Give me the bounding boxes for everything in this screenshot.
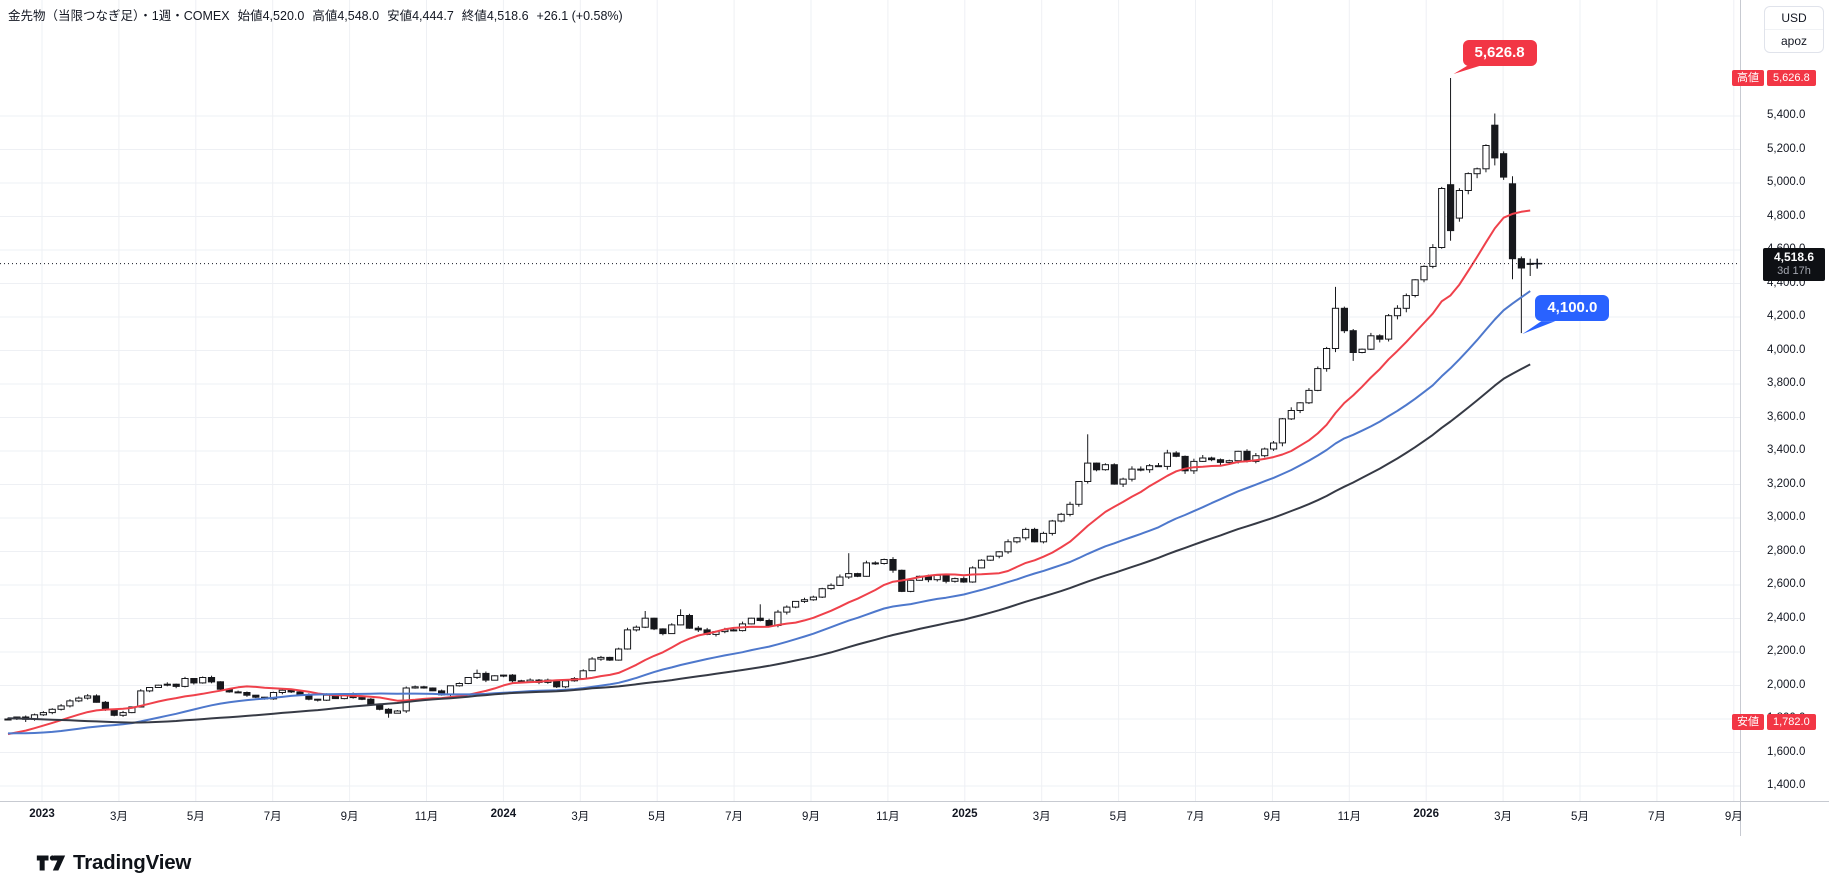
x-axis-label: 9月 xyxy=(1724,811,1743,823)
y-axis-label: 1,400.0 xyxy=(1767,779,1806,791)
callout-high-tail xyxy=(1453,65,1483,75)
tradingview-logo[interactable]: TradingView xyxy=(36,851,191,875)
x-axis-label: 3月 xyxy=(571,811,590,823)
ma-line-52[interactable] xyxy=(7,363,1531,724)
x-axis-label: 7月 xyxy=(1647,811,1666,823)
y-axis-label: 2,600.0 xyxy=(1767,578,1806,590)
currency-label[interactable]: USD xyxy=(1781,11,1807,25)
high-badge-label: 高値 xyxy=(1732,70,1764,86)
x-axis-label: 9月 xyxy=(802,811,820,823)
y-axis-label: 3,400.0 xyxy=(1767,444,1806,456)
legend-low: 安値4,444.7 xyxy=(387,9,454,23)
legend-close: 終値4,518.6 xyxy=(461,9,529,23)
x-axis-label: 2024 xyxy=(490,808,517,820)
y-axis-label: 4,200.0 xyxy=(1767,310,1806,322)
x-axis-label: 9月 xyxy=(1263,811,1282,823)
x-axis-label: 5月 xyxy=(648,811,667,823)
y-axis-label: 5,400.0 xyxy=(1767,109,1806,121)
chart-legend: 金先物（当限つなぎ足）・1週・COMEX 始値4,520.0 高値4,548.0 安値… xyxy=(8,9,623,23)
x-axis-label: 11月 xyxy=(1337,811,1362,823)
y-axis-label: 3,200.0 xyxy=(1767,477,1806,490)
record-low-badge: 安値 1,782.0 xyxy=(1732,714,1816,730)
y-axis-label: 2,800.0 xyxy=(1767,544,1806,557)
y-axis-label: 5,200.0 xyxy=(1767,142,1806,155)
x-axis-label: 11月 xyxy=(414,811,439,823)
y-axis-label: 5,000.0 xyxy=(1767,176,1806,188)
x-axis-label: 2026 xyxy=(1413,808,1439,820)
callout-high-price[interactable]: 5,626.8 xyxy=(1462,40,1537,66)
legend-open: 始値4,520.0 xyxy=(237,9,305,23)
x-axis-label: 2023 xyxy=(29,808,55,820)
legend-interval[interactable]: 1週 xyxy=(151,9,172,23)
high-badge-value: 5,626.8 xyxy=(1767,70,1816,86)
x-axis-label: 5月 xyxy=(1571,811,1589,823)
y-axis-label: 2,000.0 xyxy=(1767,678,1806,691)
current-price-badge: 4,518.6 3d 17h xyxy=(1763,247,1825,281)
callout-low-price[interactable]: 4,100.0 xyxy=(1535,295,1610,322)
currency-unit-box[interactable]: USD apoz xyxy=(1764,6,1824,53)
y-axis-label: 4,000.0 xyxy=(1767,343,1806,356)
y-axis-label: 3,600.0 xyxy=(1767,410,1806,423)
bar-countdown: 3d 17h xyxy=(1777,264,1811,277)
record-high-badge: 高値 5,626.8 xyxy=(1732,70,1816,86)
x-axis-label: 9月 xyxy=(340,811,359,823)
unit-label[interactable]: apoz xyxy=(1765,29,1823,52)
x-axis-label: 11月 xyxy=(876,811,900,823)
y-axis-label: 3,800.0 xyxy=(1767,377,1806,389)
tradingview-logo-text: TradingView xyxy=(73,851,192,874)
x-axis-label: 3月 xyxy=(1032,811,1051,823)
x-axis-label: 3月 xyxy=(1494,811,1513,823)
y-axis-label: 2,200.0 xyxy=(1767,645,1806,657)
x-axis-label: 3月 xyxy=(109,811,128,823)
x-axis-label: 5月 xyxy=(186,811,205,823)
x-axis-label: 7月 xyxy=(1186,811,1205,823)
low-badge-label: 安値 xyxy=(1732,714,1764,730)
tradingview-logo-icon xyxy=(36,855,66,871)
legend-change: +26.1 (+0.58%) xyxy=(536,9,623,23)
candles xyxy=(4,78,1534,722)
x-axis-label: 5月 xyxy=(1109,811,1128,823)
y-axis-label: 2,400.0 xyxy=(1767,611,1806,624)
y-axis-label: 4,800.0 xyxy=(1767,209,1806,222)
legend-instrument: 金先物（当限つなぎ足） xyxy=(8,9,140,23)
x-axis-label: 7月 xyxy=(263,811,282,823)
callout-low-tail xyxy=(1522,321,1556,335)
x-axis-label: 7月 xyxy=(725,811,744,823)
y-axis-label: 1,600.0 xyxy=(1767,745,1806,758)
y-axis-label: 3,000.0 xyxy=(1767,511,1806,523)
ma-line-30[interactable] xyxy=(7,290,1531,735)
low-badge-value: 1,782.0 xyxy=(1767,714,1816,730)
current-price-value: 4,518.6 xyxy=(1773,249,1815,264)
ma-line-13[interactable] xyxy=(7,209,1531,736)
x-axis-label: 2025 xyxy=(952,808,978,820)
legend-exchange: COMEX xyxy=(183,9,230,23)
legend-high: 高値4,548.0 xyxy=(312,9,380,23)
